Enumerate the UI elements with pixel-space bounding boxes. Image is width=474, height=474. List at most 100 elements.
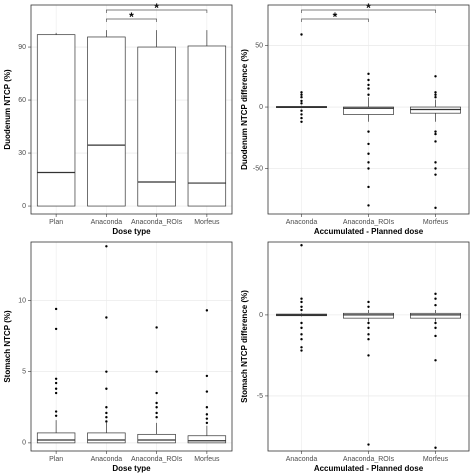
x-tick-label: Anaconda <box>286 456 318 463</box>
outlier <box>300 33 303 36</box>
outlier <box>205 390 209 393</box>
outlier <box>434 334 437 338</box>
box <box>36 432 76 444</box>
outlier <box>300 91 303 94</box>
y-tick-label: 5 <box>22 368 26 375</box>
outlier <box>155 370 158 373</box>
outlier <box>367 83 370 87</box>
x-tick-label: Morfeus <box>194 456 220 463</box>
box <box>87 36 126 207</box>
x-axis-title: Accumulated - Planned dose <box>314 464 424 473</box>
outlier <box>367 167 370 170</box>
outlier <box>367 204 370 207</box>
x-tick-label: Plan <box>49 456 63 463</box>
y-tick-label: 90 <box>18 44 26 51</box>
outlier <box>105 245 108 248</box>
x-tick-label: Anaconda_ROIs <box>131 456 183 463</box>
x-tick-label: Morfeus <box>423 456 449 463</box>
panel-border <box>267 241 470 452</box>
outlier <box>155 406 158 409</box>
outlier <box>367 333 370 336</box>
box <box>410 312 461 319</box>
y-axis-title: Duodenum NTCP difference (%) <box>240 49 249 170</box>
outlier <box>300 349 303 352</box>
outlier <box>367 300 370 304</box>
outlier <box>434 359 437 362</box>
outlier <box>434 321 437 325</box>
outlier <box>205 309 209 312</box>
outlier <box>300 300 303 304</box>
outlier <box>54 387 58 390</box>
outlier <box>155 411 158 415</box>
significance-label: * <box>366 1 371 15</box>
outlier <box>367 78 370 82</box>
outlier <box>205 406 209 409</box>
outlier <box>434 75 437 78</box>
significance-bracket <box>106 9 208 13</box>
outlier <box>105 416 108 419</box>
box <box>410 106 461 114</box>
outlier <box>434 167 437 170</box>
outlier <box>300 338 303 341</box>
outlier <box>300 116 303 120</box>
outlier <box>434 96 437 99</box>
outlier <box>205 421 209 425</box>
outlier <box>54 327 58 331</box>
outlier <box>367 93 370 96</box>
box <box>137 433 176 444</box>
x-tick-label: Anaconda <box>91 219 123 226</box>
outlier <box>367 338 370 341</box>
outlier <box>300 333 303 336</box>
box <box>187 435 227 444</box>
box <box>187 45 227 207</box>
y-tick-label: -5 <box>257 393 263 400</box>
outlier <box>105 420 108 423</box>
outlier <box>155 401 158 405</box>
y-tick-label: 10 <box>18 297 26 304</box>
outlier <box>105 387 108 390</box>
outlier <box>367 152 370 155</box>
outlier <box>300 120 303 123</box>
outlier <box>367 443 370 446</box>
x-tick-label: Morfeus <box>423 219 449 226</box>
outlier <box>54 377 58 380</box>
y-tick-label: 50 <box>255 42 263 49</box>
panel-border <box>267 4 470 215</box>
outlier <box>205 417 209 420</box>
y-tick-label: 60 <box>18 97 26 104</box>
outlier <box>367 326 370 330</box>
y-tick-label: 0 <box>259 104 263 111</box>
significance-bracket <box>301 9 436 13</box>
outlier <box>105 316 108 319</box>
outlier <box>434 206 437 210</box>
y-axis-title: Stomach NTCP (%) <box>3 310 12 383</box>
outlier <box>434 297 437 300</box>
outlier <box>367 185 370 189</box>
outlier <box>300 346 303 349</box>
outlier <box>54 307 58 311</box>
x-tick-label: Anaconda <box>286 219 318 226</box>
y-tick-label: 0 <box>259 312 263 319</box>
outlier <box>205 374 209 378</box>
box <box>87 432 126 444</box>
y-axis-title: Stomach NTCP difference (%) <box>240 290 249 403</box>
outlier <box>367 87 370 90</box>
x-tick-label: Anaconda_ROIs <box>343 456 395 463</box>
y-tick-label: 0 <box>22 203 26 210</box>
significance-bracket <box>301 18 369 22</box>
outlier <box>54 381 58 385</box>
significance-bracket <box>106 18 157 22</box>
outlier <box>434 132 437 136</box>
outlier <box>434 303 437 307</box>
x-tick-label: Plan <box>49 219 63 226</box>
significance-label: * <box>129 10 134 24</box>
significance-label: * <box>154 1 159 15</box>
x-tick-label: Anaconda_ROIs <box>343 219 395 226</box>
outlier <box>300 113 303 116</box>
outlier <box>434 130 437 133</box>
box <box>36 34 76 207</box>
outlier <box>300 102 303 105</box>
outlier <box>300 99 303 103</box>
outlier <box>434 161 437 164</box>
panel-border <box>30 4 233 215</box>
